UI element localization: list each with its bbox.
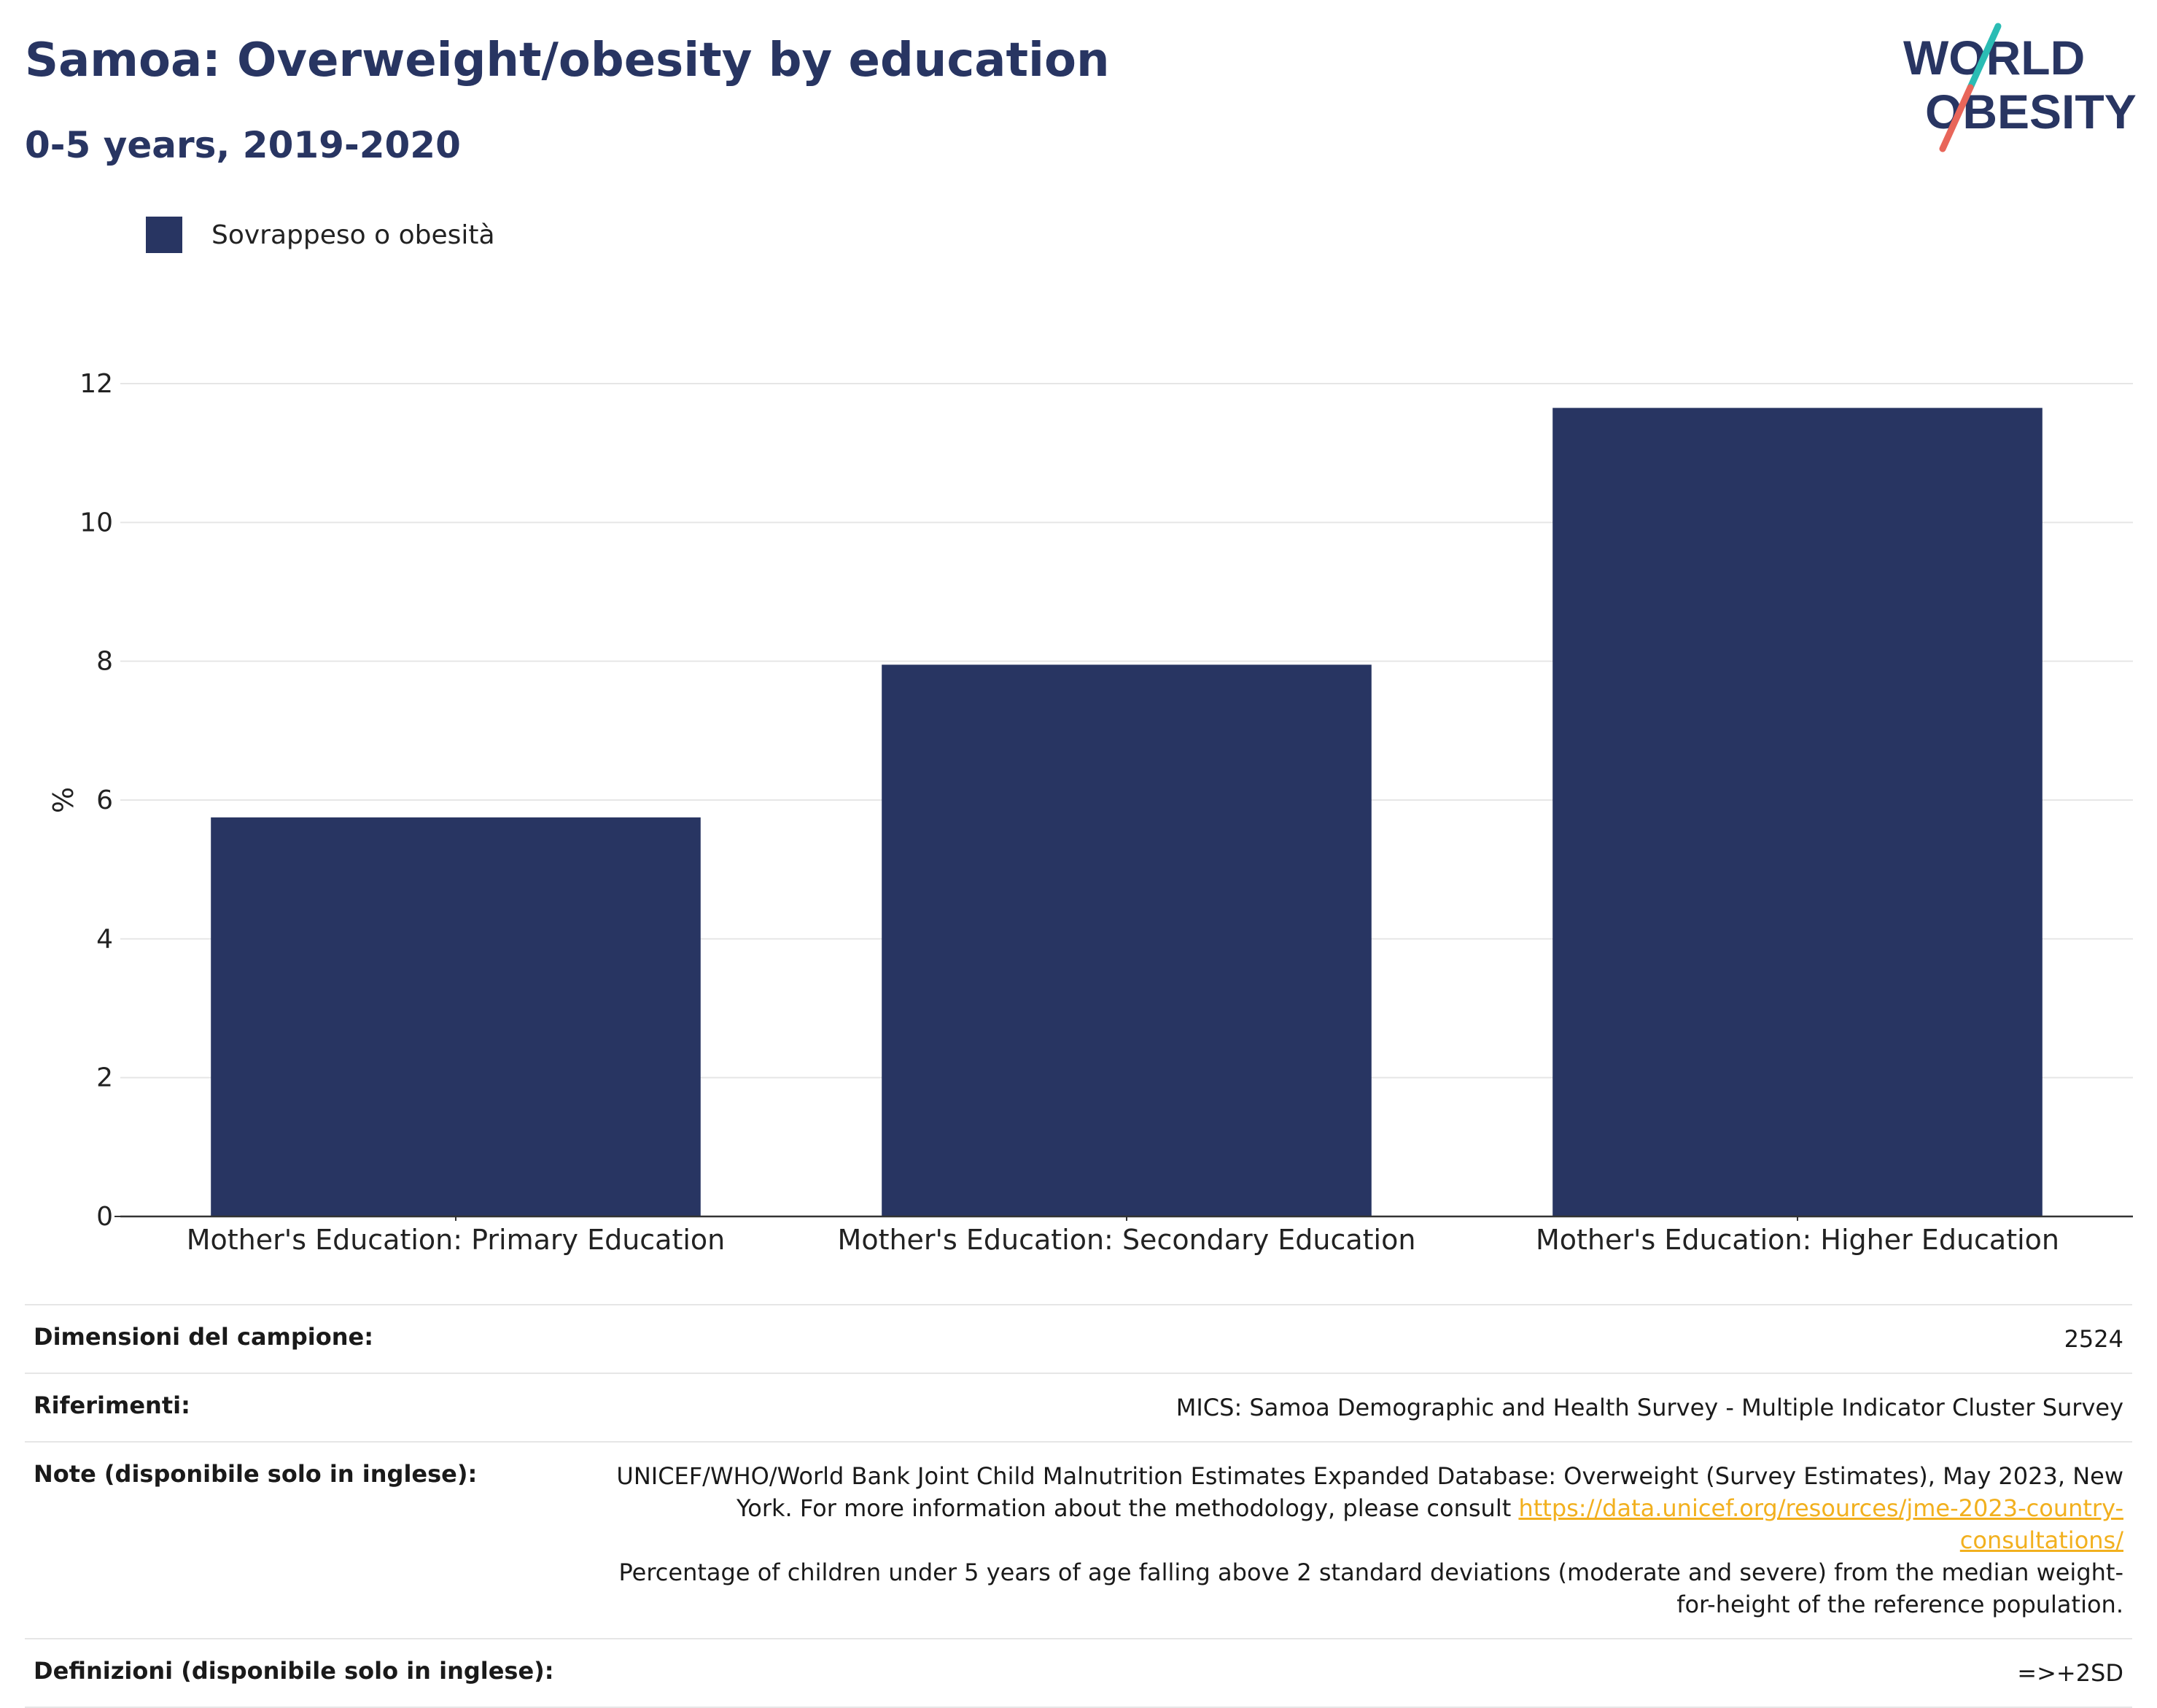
legend-label: Sovrappeso o obesità bbox=[211, 220, 495, 250]
y-tick-label: 6 bbox=[96, 785, 113, 815]
meta-row-notes: Note (disponibile solo in inglese): UNIC… bbox=[25, 1441, 2132, 1639]
legend-swatch bbox=[146, 217, 182, 253]
x-tick-label: Mother's Education: Secondary Education bbox=[838, 1224, 1416, 1256]
chart-title: Samoa: Overweight/obesity by education bbox=[25, 34, 1110, 88]
y-tick-label: 2 bbox=[96, 1063, 113, 1093]
meta-label: Note (disponibile solo in inglese): bbox=[25, 1441, 596, 1639]
meta-value: 2524 bbox=[596, 1304, 2132, 1373]
bar bbox=[1552, 408, 2043, 1216]
bar-chart: 0 2 4 6 8 10 12% Mother's Education: Primary Ed… bbox=[46, 369, 2133, 1256]
x-tick-label: Mother's Education: Higher Education bbox=[1536, 1224, 2059, 1256]
y-tick-label: 10 bbox=[79, 508, 113, 537]
meta-label: Riferimenti: bbox=[25, 1373, 596, 1442]
meta-value: MICS: Samoa Demographic and Health Surve… bbox=[596, 1373, 2132, 1442]
chart-subtitle: 0-5 years, 2019-2020 bbox=[25, 124, 461, 166]
methodology-link[interactable]: https://data.unicef.org/resources/jme-20… bbox=[1518, 1494, 2123, 1554]
logo-slash-bottom bbox=[1939, 84, 1974, 152]
meta-value: =>+2SD bbox=[596, 1638, 2132, 1708]
y-tick-label: 12 bbox=[79, 369, 113, 399]
meta-label: Definizioni (disponibile solo in inglese… bbox=[25, 1638, 596, 1708]
meta-row-references: Riferimenti: MICS: Samoa Demographic and… bbox=[25, 1373, 2132, 1442]
meta-label: Dimensioni del campione: bbox=[25, 1304, 596, 1373]
chart-legend: Sovrappeso o obesità bbox=[146, 216, 495, 254]
world-obesity-logo: WORLD OBESITY bbox=[1903, 23, 2137, 152]
bar bbox=[211, 817, 701, 1216]
y-axis-label: % bbox=[46, 787, 78, 813]
meta-row-definitions: Definizioni (disponibile solo in inglese… bbox=[25, 1638, 2132, 1708]
meta-row-sample-size: Dimensioni del campione: 2524 bbox=[25, 1304, 2132, 1373]
y-tick-label: 8 bbox=[96, 647, 113, 677]
metadata-table: Dimensioni del campione: 2524 Riferiment… bbox=[25, 1304, 2132, 1708]
notes-text-2: Percentage of children under 5 years of … bbox=[618, 1558, 2124, 1618]
logo-slash-top bbox=[1967, 23, 2002, 91]
y-tick-label: 4 bbox=[96, 924, 113, 954]
meta-value: UNICEF/WHO/World Bank Joint Child Malnut… bbox=[596, 1441, 2132, 1639]
x-tick-label: Mother's Education: Primary Education bbox=[187, 1224, 726, 1256]
bar bbox=[882, 664, 1372, 1216]
y-tick-label: 0 bbox=[96, 1202, 113, 1232]
notes-text: UNICEF/WHO/World Bank Joint Child Malnut… bbox=[616, 1462, 2123, 1522]
